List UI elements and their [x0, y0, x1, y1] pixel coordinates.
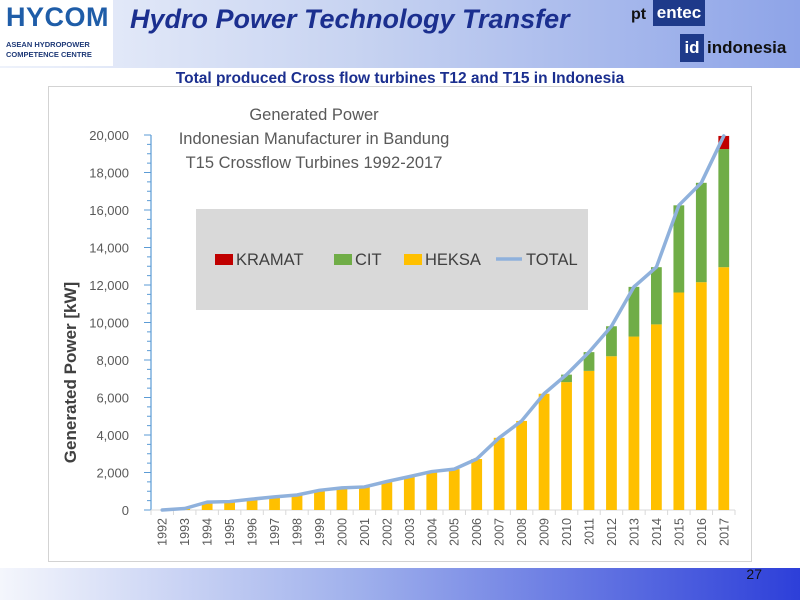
y-tick-label: 10,000 — [89, 316, 129, 331]
y-tick-label: 14,000 — [89, 241, 129, 256]
bar-heksa-2005 — [448, 469, 460, 510]
bar-heksa-2014 — [650, 324, 662, 510]
bar-heksa-2000 — [336, 487, 348, 510]
x-tick-label: 1993 — [178, 518, 192, 546]
x-tick-label: 2014 — [650, 518, 664, 546]
hycom-logo-subline2: COMPETENCE CENTRE — [6, 50, 92, 59]
header-bar: HYCOM ASEAN HYDROPOWER COMPETENCE CENTRE… — [0, 0, 800, 68]
x-tick-label: 2007 — [493, 518, 507, 546]
x-tick-label: 1996 — [246, 518, 260, 546]
y-tick-label: 6,000 — [96, 391, 129, 406]
bar-cit-2010 — [561, 374, 572, 383]
hycom-logo-text: HYCOM — [6, 2, 109, 32]
ptentec-logo-id: id — [680, 34, 704, 62]
bar-cit-2013 — [628, 286, 640, 337]
bar-heksa-2009 — [538, 393, 550, 510]
x-tick-label: 2004 — [425, 518, 439, 546]
bar-heksa-2001 — [358, 486, 370, 510]
legend-box — [196, 209, 588, 310]
y-tick-label: 4,000 — [96, 428, 129, 443]
y-tick-label: 12,000 — [89, 278, 129, 293]
slide-subtitle: Total produced Cross flow turbines T12 a… — [175, 70, 625, 87]
y-axis-label: Generated Power [kW] — [61, 282, 80, 463]
x-tick-label: 1992 — [156, 518, 170, 546]
legend-swatch-kramat — [215, 254, 233, 265]
bar-heksa-2002 — [381, 481, 393, 510]
y-tick-label: 2,000 — [96, 466, 129, 481]
slide-title: Hydro Power Technology Transfer — [130, 4, 570, 34]
ptentec-logo: pt entec id indonesia — [625, 0, 800, 66]
x-tick-label: 2001 — [358, 518, 372, 546]
x-tick-label: 2005 — [448, 518, 462, 546]
legend-label-kramat: KRAMAT — [236, 251, 304, 269]
y-tick-label: 8,000 — [96, 353, 129, 368]
x-tick-label: 2009 — [538, 518, 552, 546]
x-tick-label: 2012 — [605, 518, 619, 546]
x-tick-label: 1994 — [201, 518, 215, 546]
hycom-logo-subline1: ASEAN HYDROPOWER — [6, 40, 90, 49]
bar-heksa-1996 — [246, 499, 258, 510]
x-tick-label: 2002 — [380, 518, 394, 546]
bar-heksa-2010 — [561, 382, 572, 510]
x-tick-label: 1998 — [291, 518, 305, 546]
bar-cit-2017 — [718, 149, 730, 268]
bar-heksa-2008 — [516, 420, 528, 510]
chart-svg: Generated Power Indonesian Manufacturer i… — [61, 106, 736, 546]
legend-swatch-heksa — [404, 254, 422, 265]
x-tick-label: 2011 — [583, 518, 597, 545]
chart-frame: Generated Power Indonesian Manufacturer i… — [48, 86, 752, 562]
bar-heksa-2016 — [695, 282, 707, 510]
legend-label-cit: CIT — [355, 251, 382, 269]
x-tick-label: 2000 — [335, 518, 349, 546]
chart-title-line-1: Generated Power — [249, 106, 379, 124]
bar-kramat-2017 — [718, 135, 730, 150]
legend-swatch-cit — [334, 254, 352, 265]
y-tick-label: 18,000 — [89, 166, 129, 181]
legend-label-heksa: HEKSA — [425, 251, 481, 269]
bar-heksa-2003 — [403, 476, 415, 510]
bar-cit-2015 — [673, 205, 685, 293]
bar-cit-2014 — [650, 267, 662, 325]
bar-heksa-2015 — [673, 292, 685, 510]
chart-title-line-2: Indonesian Manufacturer in Bandung — [179, 130, 450, 148]
bar-heksa-2017 — [718, 267, 730, 510]
bar-cit-2011 — [583, 352, 595, 371]
bar-heksa-1998 — [291, 495, 303, 510]
total-line — [160, 134, 726, 512]
x-tick-label: 2010 — [560, 518, 574, 546]
bar-heksa-2012 — [606, 356, 617, 510]
x-tick-label: 2017 — [717, 518, 731, 546]
x-tick-label: 2003 — [403, 518, 417, 546]
y-tick-label: 20,000 — [89, 128, 129, 143]
page-number: 27 — [746, 566, 762, 582]
y-tick-label: 0 — [122, 503, 129, 518]
x-tick-label: 2013 — [627, 518, 641, 546]
bar-heksa-2004 — [426, 471, 438, 510]
x-tick-label: 2016 — [695, 518, 709, 546]
footer-bar — [0, 568, 800, 600]
bar-cit-2016 — [695, 182, 707, 283]
bar-heksa-1997 — [269, 496, 280, 510]
ptentec-logo-country: indonesia — [707, 38, 787, 57]
x-tick-label: 2008 — [515, 518, 529, 546]
bar-heksa-1995 — [224, 501, 236, 510]
x-tick-label: 2006 — [470, 518, 484, 546]
legend-label-total: TOTAL — [526, 251, 578, 269]
bar-cit-2012 — [606, 326, 617, 357]
x-tick-label: 2015 — [672, 518, 686, 546]
y-tick-label: 16,000 — [89, 203, 129, 218]
bar-heksa-2011 — [583, 370, 595, 510]
bar-heksa-1999 — [314, 490, 325, 510]
ptentec-logo-entec: entec — [653, 0, 705, 26]
ptentec-logo-pt: pt — [631, 6, 647, 23]
chart-title-line-3: T15 Crossflow Turbines 1992-2017 — [186, 154, 443, 172]
bar-heksa-1994 — [201, 502, 213, 510]
bar-heksa-2007 — [493, 437, 505, 510]
bar-heksa-2006 — [471, 459, 483, 510]
bar-heksa-2013 — [628, 336, 640, 510]
x-tick-label: 1995 — [223, 518, 237, 546]
x-tick-label: 1999 — [313, 518, 327, 546]
x-tick-label: 1997 — [268, 518, 282, 546]
hycom-logo: HYCOM ASEAN HYDROPOWER COMPETENCE CENTRE — [0, 0, 113, 66]
